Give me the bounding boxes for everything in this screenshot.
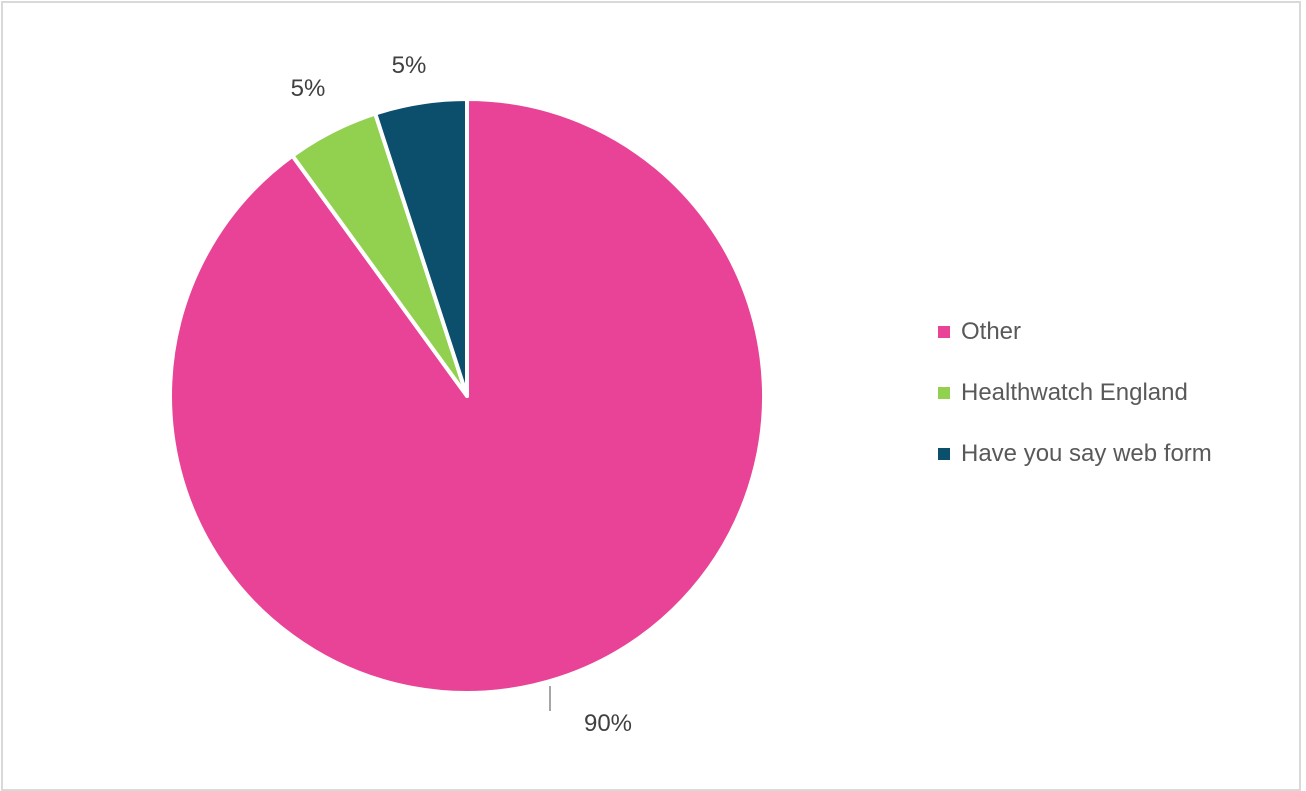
pie-slices [168,97,766,695]
legend-swatch [938,387,950,399]
legend-item: Have you say web form [938,438,1212,470]
legend-swatch [938,448,950,460]
legend-label: Have you say web form [961,440,1212,467]
legend-swatch [938,326,950,338]
legend-item: Healthwatch England [938,377,1212,409]
data-label-have-you-say-web-form: 5% [392,52,427,79]
data-label-healthwatch-england: 5% [291,75,326,102]
data-labels: 90% 5% 5% [291,52,632,737]
legend-label: Other [961,318,1022,345]
legend-item: Other [938,316,1212,348]
legend-label: Healthwatch England [961,379,1188,406]
chart-legend: Other Healthwatch England Have you say web… [938,316,1212,499]
pie-slice-have-you-say-web-form [373,97,469,398]
data-label-other: 90% [584,710,632,737]
